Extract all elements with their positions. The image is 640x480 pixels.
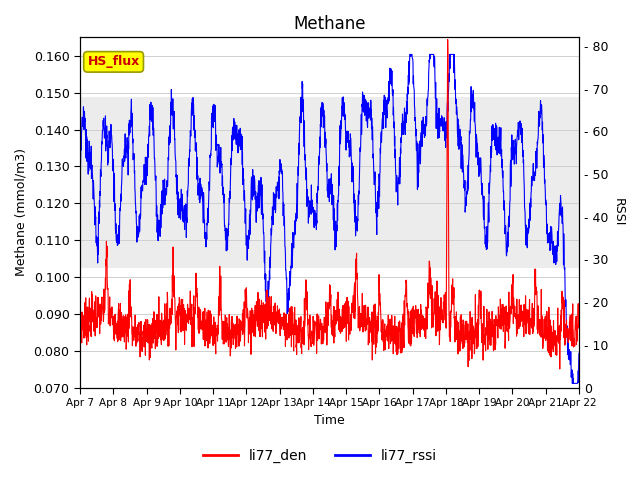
- Y-axis label: Methane (mmol/m3): Methane (mmol/m3): [15, 148, 28, 276]
- Title: Methane: Methane: [293, 15, 365, 33]
- Y-axis label: RSSI: RSSI: [612, 198, 625, 227]
- X-axis label: Time: Time: [314, 414, 345, 427]
- Text: HS_flux: HS_flux: [88, 55, 140, 68]
- Bar: [80, 97, 579, 268]
- Legend: li77_den, li77_rssi: li77_den, li77_rssi: [198, 443, 442, 468]
